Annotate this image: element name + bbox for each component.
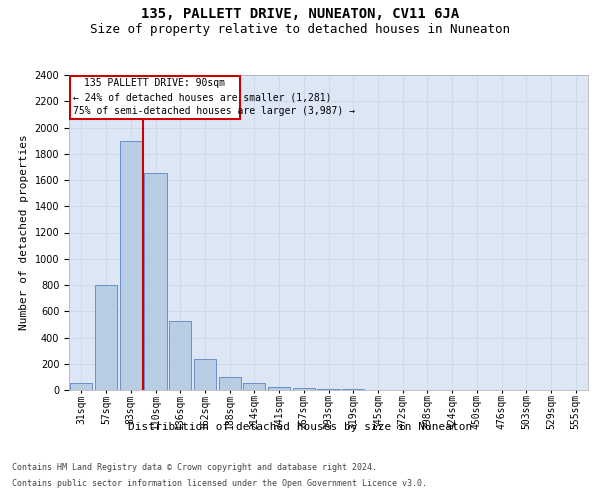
Text: Contains public sector information licensed under the Open Government Licence v3: Contains public sector information licen… (12, 479, 427, 488)
Bar (119, 140, 142, 390)
Bar (218, 377, 241, 390)
Bar (243, 384, 265, 390)
Bar (95, 285, 117, 390)
Bar (317, 389, 340, 390)
Bar (268, 386, 290, 390)
Text: 135, PALLETT DRIVE, NUNEATON, CV11 6JA: 135, PALLETT DRIVE, NUNEATON, CV11 6JA (141, 8, 459, 22)
Text: Distribution of detached houses by size in Nuneaton: Distribution of detached houses by size … (128, 422, 472, 432)
Text: ← 24% of detached houses are smaller (1,281): ← 24% of detached houses are smaller (1,… (73, 92, 332, 102)
Text: 75% of semi-detached houses are larger (3,987) →: 75% of semi-detached houses are larger (… (73, 106, 355, 116)
Text: Contains HM Land Registry data © Crown copyright and database right 2024.: Contains HM Land Registry data © Crown c… (12, 462, 377, 471)
Y-axis label: Number of detached properties: Number of detached properties (19, 134, 29, 330)
Bar (145, 174, 167, 390)
Bar (70, 76, 239, 119)
Bar (194, 358, 216, 390)
Bar (293, 388, 315, 390)
Bar (70, 384, 92, 390)
Text: Size of property relative to detached houses in Nuneaton: Size of property relative to detached ho… (90, 22, 510, 36)
Text: 135 PALLETT DRIVE: 90sqm: 135 PALLETT DRIVE: 90sqm (85, 78, 226, 88)
Bar (169, 321, 191, 390)
